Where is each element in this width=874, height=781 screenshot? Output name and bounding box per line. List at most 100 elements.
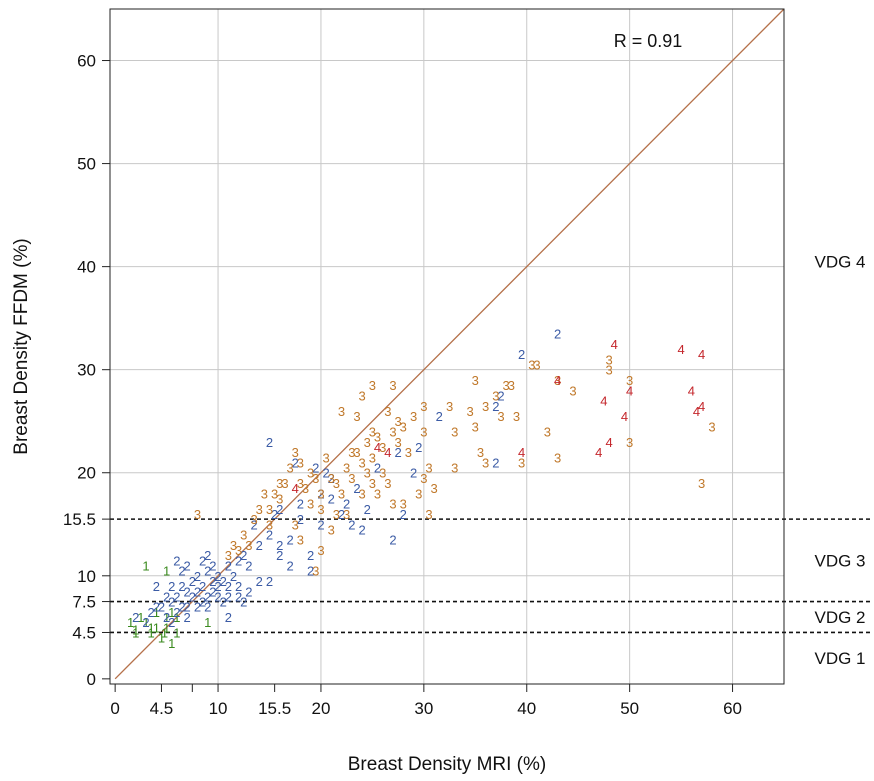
y-tick-label: 50 <box>77 155 96 174</box>
data-point-grade-1: 1 <box>163 610 170 625</box>
data-point-grade-2: 2 <box>286 533 293 548</box>
data-point-grade-2: 2 <box>266 435 273 450</box>
data-point-grade-4: 4 <box>374 440 381 455</box>
data-point-grade-2: 2 <box>317 517 324 532</box>
identity-line <box>114 8 785 680</box>
y-tick-label: 60 <box>77 52 96 71</box>
data-point-grade-2: 2 <box>204 600 211 615</box>
data-point-grade-3: 3 <box>328 471 335 486</box>
data-point-grade-2: 2 <box>220 574 227 589</box>
data-point-grade-3: 3 <box>276 476 283 491</box>
vdg-label: VDG 2 <box>814 608 865 627</box>
data-point-grade-3: 3 <box>358 388 365 403</box>
data-point-grade-3: 3 <box>503 378 510 393</box>
data-point-grade-4: 4 <box>677 342 684 357</box>
x-axis: 0 4.5 10 15.5 20 30 40 50 60 <box>110 684 742 718</box>
data-point-grade-2: 2 <box>184 584 191 599</box>
data-point-grade-2: 2 <box>225 589 232 604</box>
data-point-grade-2: 2 <box>297 497 304 512</box>
data-point-grade-3: 3 <box>271 486 278 501</box>
data-point-grade-3: 3 <box>358 486 365 501</box>
data-point-grade-2: 2 <box>173 589 180 604</box>
data-point-grade-3: 3 <box>420 471 427 486</box>
data-point-grade-2: 2 <box>214 589 221 604</box>
x-tick-label: 10 <box>209 699 228 718</box>
data-point-grade-2: 2 <box>168 579 175 594</box>
data-point-grade-2: 2 <box>189 574 196 589</box>
data-point-grade-3: 3 <box>482 399 489 414</box>
data-point-grade-2: 2 <box>400 507 407 522</box>
data-point-grade-3: 3 <box>343 461 350 476</box>
data-point-grade-2: 2 <box>178 579 185 594</box>
data-point-grade-3: 3 <box>492 388 499 403</box>
data-point-grade-2: 2 <box>168 615 175 630</box>
y-tick-label: 15.5 <box>63 510 96 529</box>
data-point-grade-3: 3 <box>230 538 237 553</box>
data-point-grade-2: 2 <box>328 471 335 486</box>
data-point-grade-3: 3 <box>420 425 427 440</box>
data-point-grade-2: 2 <box>317 486 324 501</box>
data-point-grade-3: 3 <box>477 445 484 460</box>
data-point-grade-3: 3 <box>451 425 458 440</box>
data-point-grade-2: 2 <box>389 533 396 548</box>
data-point-grade-3: 3 <box>297 533 304 548</box>
data-point-grade-2: 2 <box>214 569 221 584</box>
data-point-grade-3: 3 <box>369 476 376 491</box>
y-tick-label: 30 <box>77 361 96 380</box>
vdg-label: VDG 3 <box>814 551 865 570</box>
data-point-grade-2: 2 <box>276 502 283 517</box>
grid-lines <box>110 9 784 684</box>
data-point-grade-2: 2 <box>225 579 232 594</box>
x-tick-label: 50 <box>620 699 639 718</box>
data-point-grade-3: 3 <box>400 497 407 512</box>
data-point-grade-3: 3 <box>302 481 309 496</box>
data-point-grade-2: 2 <box>209 584 216 599</box>
data-point-grade-1: 1 <box>168 605 175 620</box>
data-point-grade-1: 1 <box>153 605 160 620</box>
data-point-grade-2: 2 <box>158 600 165 615</box>
data-point-grade-2: 2 <box>184 558 191 573</box>
data-point-grade-2: 2 <box>220 595 227 610</box>
data-point-grade-1: 1 <box>148 620 155 635</box>
data-point-grade-1: 1 <box>163 620 170 635</box>
reference-line-layer <box>114 8 785 680</box>
y-tick-label: 4.5 <box>72 623 96 642</box>
data-point-grade-2: 2 <box>194 584 201 599</box>
data-point-grade-3: 3 <box>410 409 417 424</box>
x-tick-label: 40 <box>517 699 536 718</box>
data-point-grade-3: 3 <box>317 502 324 517</box>
data-point-grade-3: 3 <box>225 548 232 563</box>
data-point-grade-3: 3 <box>395 414 402 429</box>
data-point-grade-2: 2 <box>235 579 242 594</box>
data-point-grade-2: 2 <box>209 574 216 589</box>
data-point-grade-3: 3 <box>569 383 576 398</box>
data-point-grade-2: 2 <box>184 600 191 615</box>
data-point-grade-3: 3 <box>554 450 561 465</box>
data-point-grade-3: 3 <box>328 522 335 537</box>
data-point-grade-3: 3 <box>317 486 324 501</box>
data-point-grade-2: 2 <box>554 327 561 342</box>
data-point-grade-2: 2 <box>225 558 232 573</box>
data-point-grade-1: 1 <box>161 625 168 640</box>
data-point-grade-2: 2 <box>214 579 221 594</box>
data-point-grade-3: 3 <box>415 486 422 501</box>
data-point-grade-3: 3 <box>389 425 396 440</box>
data-point-grade-2: 2 <box>245 584 252 599</box>
data-point-grade-2: 2 <box>286 558 293 573</box>
data-point-grade-2: 2 <box>204 548 211 563</box>
vdg-label: VDG 4 <box>814 252 865 271</box>
data-point-grade-1: 1 <box>168 636 175 651</box>
data-point-grade-2: 2 <box>518 347 525 362</box>
data-point-grade-3: 3 <box>317 543 324 558</box>
data-point-grade-2: 2 <box>266 528 273 543</box>
data-point-grade-3: 3 <box>384 404 391 419</box>
data-point-grade-2: 2 <box>168 595 175 610</box>
data-point-grade-1: 1 <box>137 610 144 625</box>
data-point-grade-2: 2 <box>276 548 283 563</box>
x-tick-label: 20 <box>311 699 330 718</box>
data-point-grade-2: 2 <box>307 564 314 579</box>
data-point-grade-2: 2 <box>230 569 237 584</box>
data-point-grade-3: 3 <box>446 399 453 414</box>
data-point-grade-2: 2 <box>328 492 335 507</box>
